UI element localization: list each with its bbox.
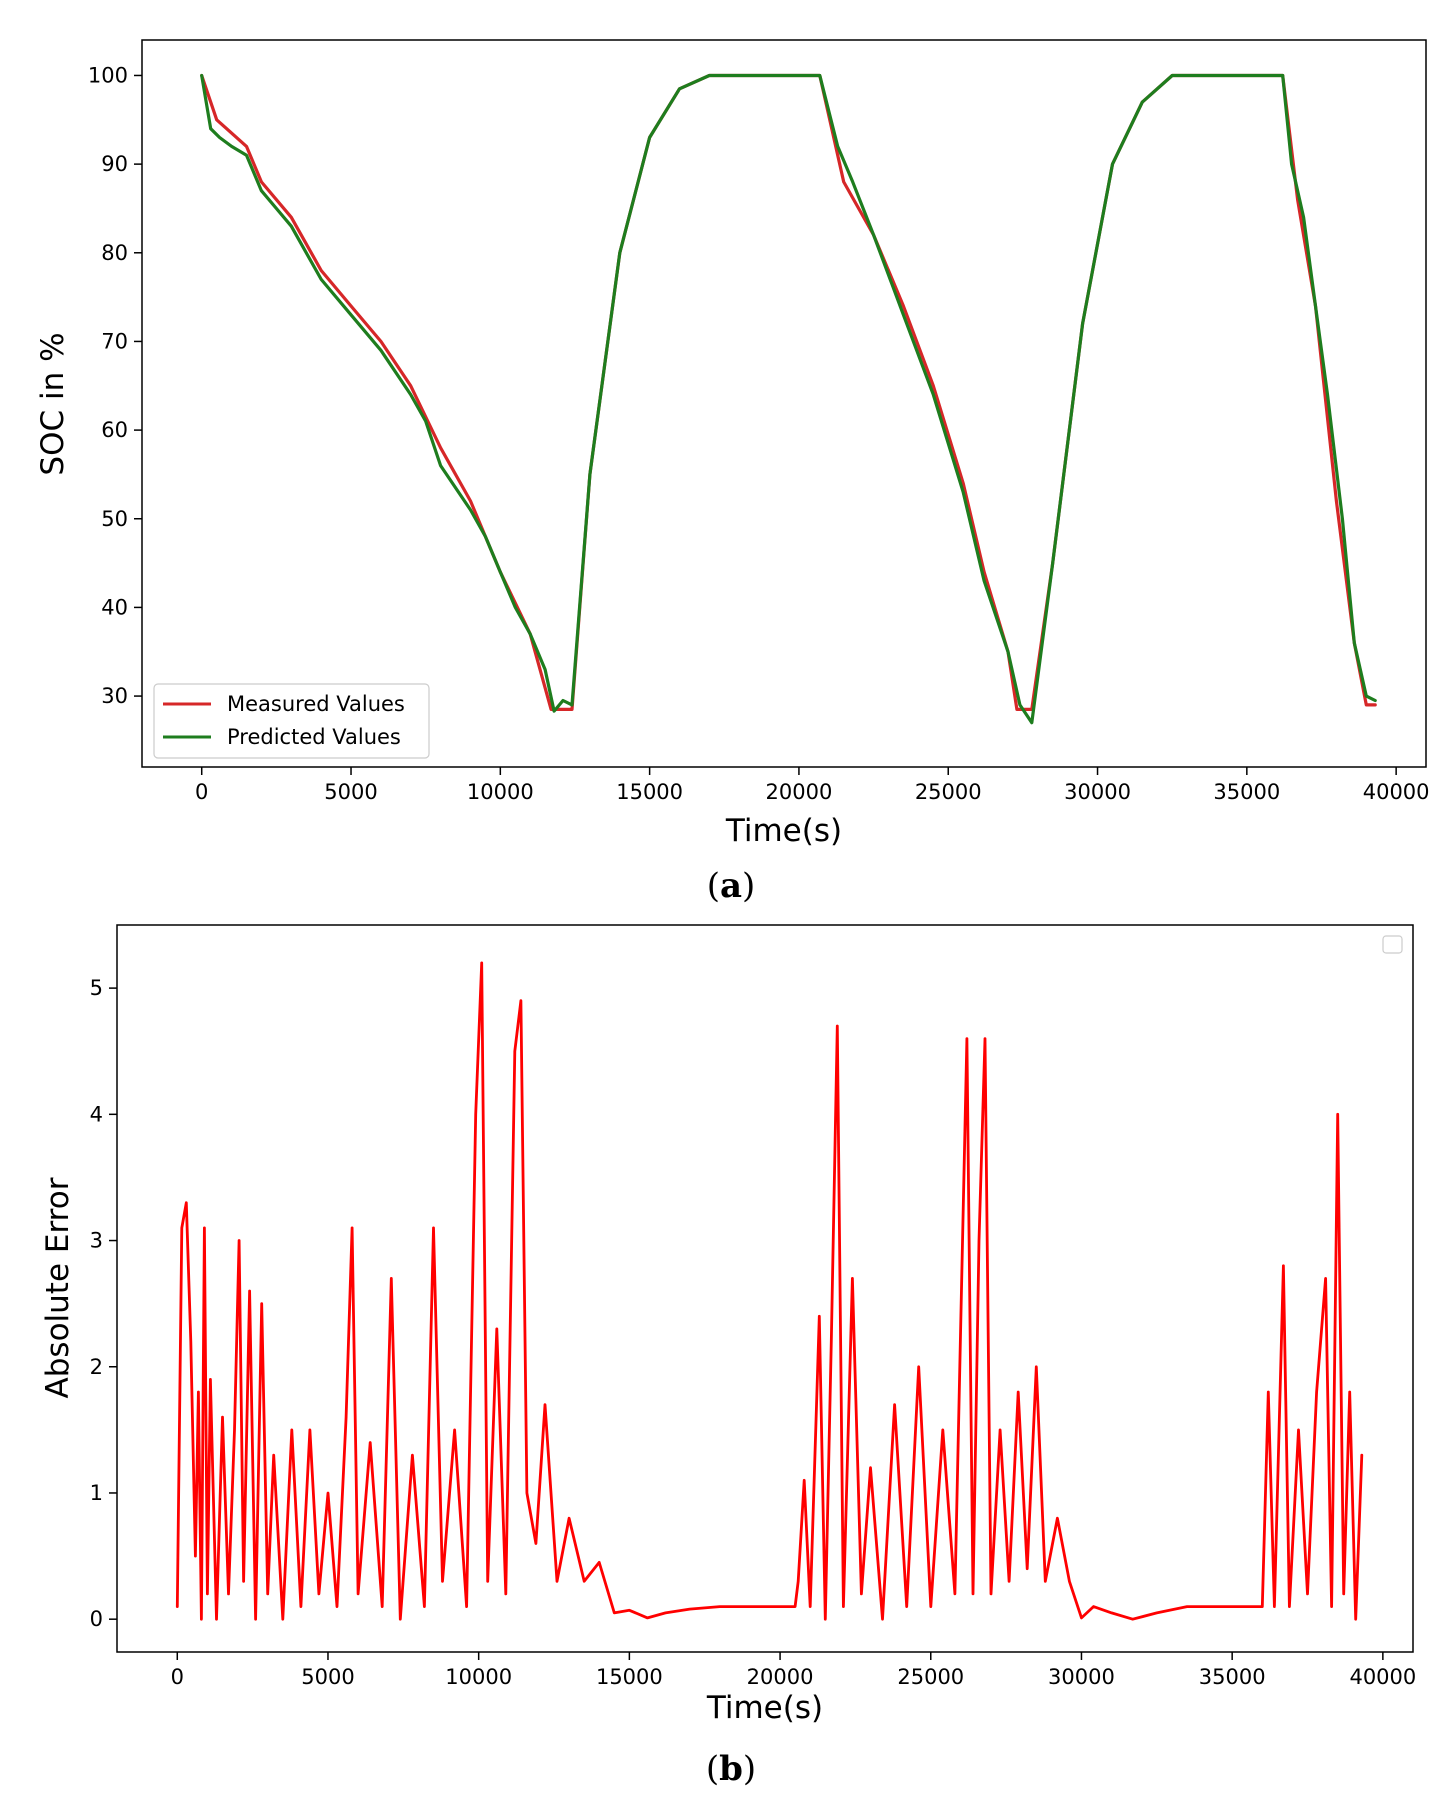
x-axis-label: Time(s) bbox=[706, 1690, 823, 1726]
x-axis-ticks: 0 5000 10000 15000 20000 25000 30000 35000 40000 bbox=[171, 1652, 1416, 1689]
plot-frame bbox=[141, 39, 1427, 768]
x-tick-label: 20000 bbox=[766, 780, 833, 804]
plot-frame bbox=[116, 924, 1414, 1653]
x-tick-label: 35000 bbox=[1199, 1665, 1266, 1689]
caption-b: (b) bbox=[706, 1749, 756, 1789]
y-tick-label: 50 bbox=[101, 507, 128, 531]
y-axis-ticks: 0 1 2 3 4 5 bbox=[90, 976, 117, 1631]
y-tick-label: 80 bbox=[101, 241, 128, 265]
legend-box bbox=[153, 683, 430, 759]
absolute-error-chart-panel: 0 5000 10000 15000 20000 25000 30000 35000 40000… bbox=[40, 924, 1416, 1789]
y-tick-label: 30 bbox=[101, 684, 128, 708]
x-axis-label: Time(s) bbox=[725, 813, 842, 849]
plot-area bbox=[141, 39, 1427, 768]
x-tick-label: 20000 bbox=[747, 1665, 814, 1689]
x-tick-label: 10000 bbox=[467, 780, 534, 804]
x-tick-label: 10000 bbox=[445, 1665, 512, 1689]
x-tick-label: 25000 bbox=[915, 780, 982, 804]
x-tick-label: 0 bbox=[171, 1665, 184, 1689]
x-tick-label: 30000 bbox=[1064, 780, 1131, 804]
x-tick-label: 15000 bbox=[596, 1665, 663, 1689]
y-tick-label: 2 bbox=[90, 1355, 103, 1379]
caption-letter-a: a bbox=[720, 866, 742, 906]
y-tick-label: 100 bbox=[88, 63, 128, 87]
x-tick-label: 15000 bbox=[616, 780, 683, 804]
y-tick-label: 70 bbox=[101, 329, 128, 353]
legend-label-predicted: Predicted Values bbox=[227, 725, 401, 749]
caption-a: (a) bbox=[707, 866, 756, 906]
y-tick-label: 5 bbox=[90, 976, 103, 1000]
x-tick-label: 40000 bbox=[1349, 1665, 1416, 1689]
x-tick-label: 40000 bbox=[1363, 780, 1430, 804]
x-tick-label: 25000 bbox=[897, 1665, 964, 1689]
series-group bbox=[175, 961, 1364, 1621]
x-tick-label: 35000 bbox=[1213, 780, 1280, 804]
x-axis-ticks: 0 5000 10000 15000 20000 25000 30000 35000 40000 bbox=[195, 767, 1430, 804]
x-tick-label: 0 bbox=[195, 780, 208, 804]
y-tick-label: 60 bbox=[101, 418, 128, 442]
y-tick-label: 40 bbox=[101, 595, 128, 619]
empty-legend-box bbox=[1382, 935, 1403, 954]
y-axis-label: Absolute Error bbox=[40, 1177, 76, 1398]
y-tick-label: 90 bbox=[101, 152, 128, 176]
legend-label-measured: Measured Values bbox=[227, 692, 405, 716]
y-tick-label: 0 bbox=[90, 1607, 103, 1631]
x-tick-label: 5000 bbox=[301, 1665, 354, 1689]
series-line-absolute-error bbox=[175, 961, 1364, 1621]
legend: Measured Values Predicted Values bbox=[153, 683, 430, 759]
y-tick-label: 1 bbox=[90, 1481, 103, 1505]
y-axis-ticks: 30 40 50 60 70 80 90 100 bbox=[88, 63, 142, 708]
series-group bbox=[200, 73, 1377, 725]
y-axis-label: SOC in % bbox=[35, 332, 71, 475]
caption-letter-b: b bbox=[719, 1749, 743, 1789]
y-tick-label: 3 bbox=[90, 1229, 103, 1253]
soc-chart-panel: 0 5000 10000 15000 20000 25000 30000 35000 40000… bbox=[35, 39, 1430, 906]
x-tick-label: 30000 bbox=[1048, 1665, 1115, 1689]
y-tick-label: 4 bbox=[90, 1102, 103, 1126]
x-tick-label: 5000 bbox=[324, 780, 377, 804]
plot-area bbox=[116, 924, 1414, 1653]
series-line-predicted bbox=[200, 73, 1377, 725]
